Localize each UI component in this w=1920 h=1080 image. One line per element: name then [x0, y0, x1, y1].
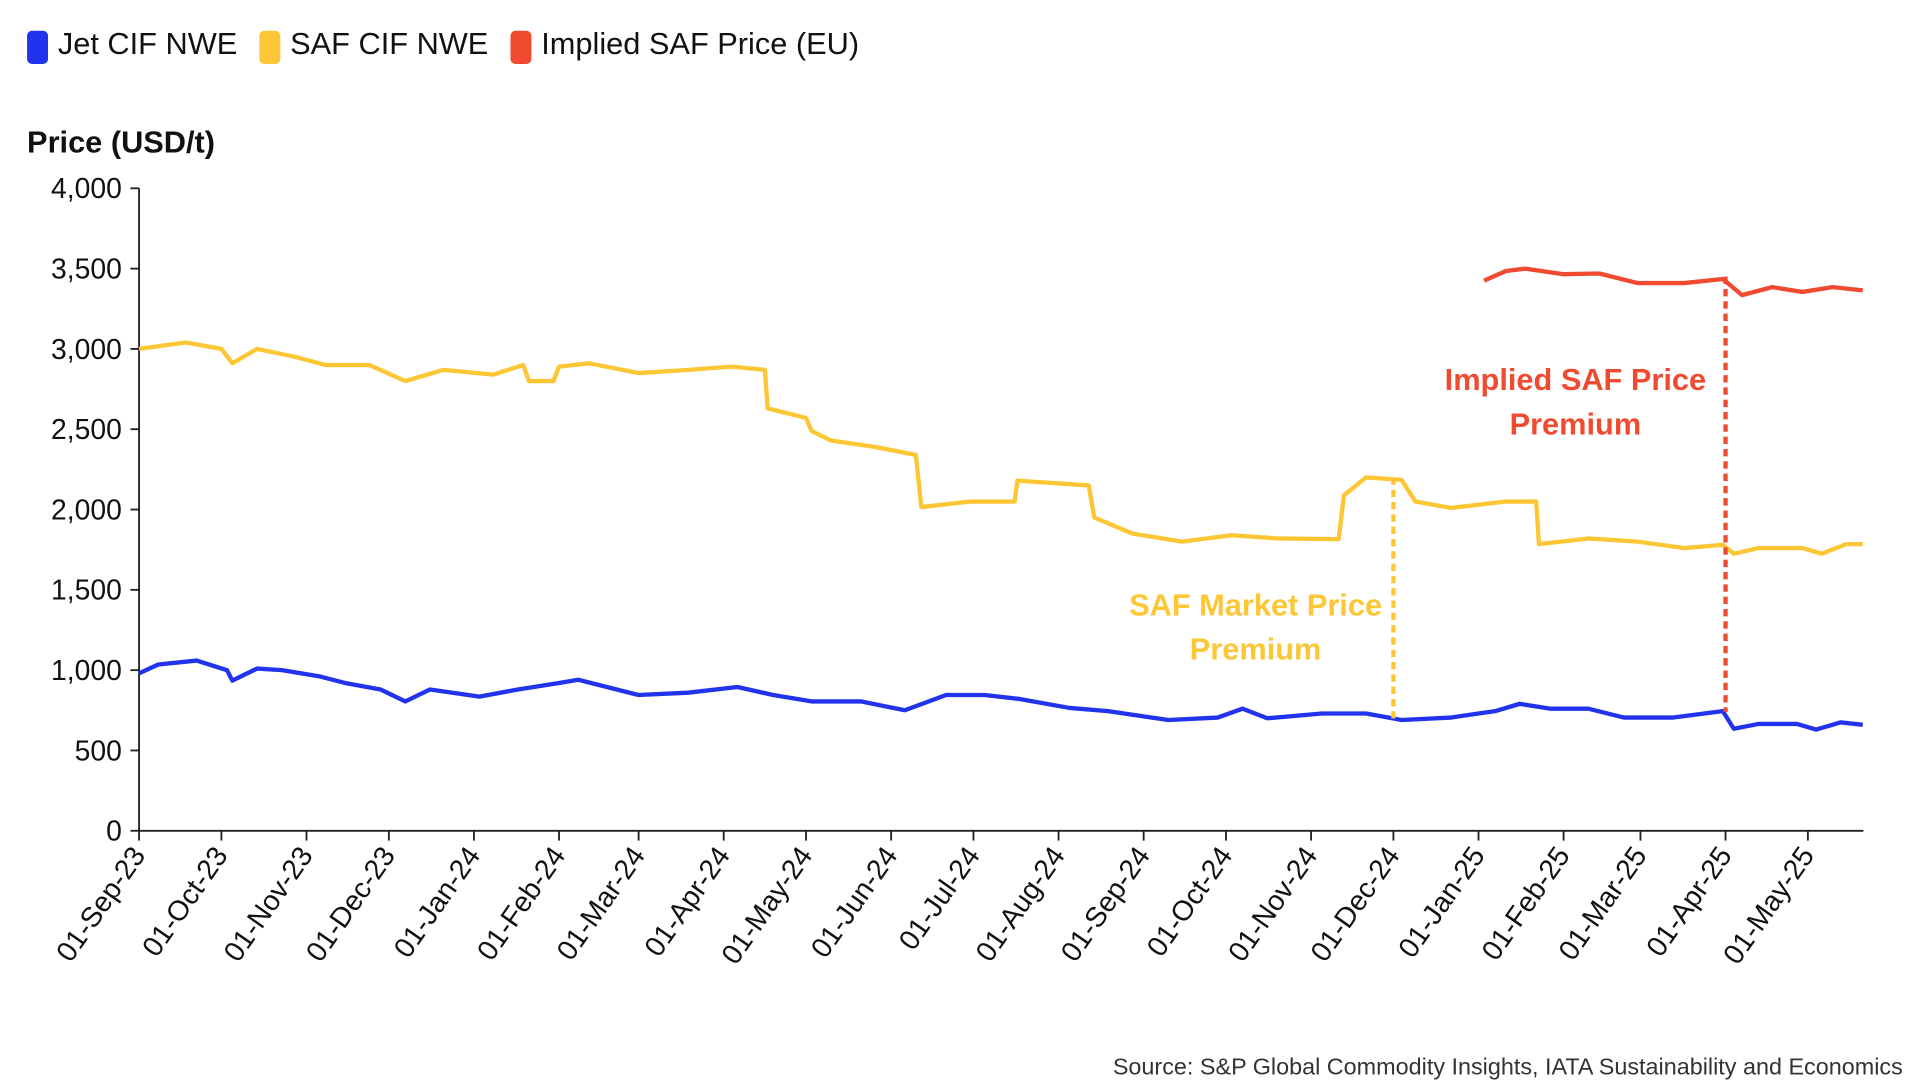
source-note: Source: S&P Global Commodity Insights, I… [1113, 1053, 1903, 1079]
premium-annotation-label: Implied SAF Price [1445, 362, 1706, 397]
series-lines [138, 266, 1864, 732]
x-tick-label: 01-Sep-23 [49, 840, 151, 967]
y-tick-label: 3,500 [51, 252, 122, 284]
legend: Jet CIF NWE SAF CIF NWE Implied SAF Price … [27, 26, 859, 64]
y-axis-title: Price (USD/t) [27, 125, 215, 160]
legend-label: Jet CIF NWE [58, 26, 237, 61]
legend-label: SAF CIF NWE [290, 26, 488, 61]
y-tick-label: 2,500 [51, 413, 122, 445]
legend-swatch [27, 30, 48, 64]
axes: 0 500 1,000 1,500 2,000 2,500 3,000 3,500 4,000 0… [49, 172, 1864, 970]
series-line-implied-saf-price-eu- [1483, 266, 1863, 298]
y-tick-label: 1,500 [51, 574, 122, 606]
legend-label: Implied SAF Price (EU) [541, 26, 859, 61]
annotations: SAF Market Price Premium Implied SAF Price… [1129, 276, 1728, 719]
premium-annotation-label: Premium [1190, 632, 1322, 667]
y-tick-label: 500 [75, 734, 122, 766]
y-tick-label: 0 [106, 815, 122, 847]
x-tick-label: 01-Jul-24 [892, 840, 986, 955]
premium-annotation-label: Premium [1510, 406, 1642, 441]
legend-swatch [259, 30, 281, 64]
series-line-saf-cif-nwe [138, 340, 1863, 556]
series-line-jet-cif-nwe [138, 658, 1864, 732]
legend-swatch [510, 30, 532, 64]
x-tick-label: 01-Jun-24 [804, 840, 903, 963]
y-tick-label: 2,000 [51, 493, 122, 525]
y-tick-label: 4,000 [51, 172, 122, 204]
y-tick-label: 3,000 [51, 333, 122, 365]
y-tick-label: 1,000 [51, 654, 122, 686]
premium-annotation-label: SAF Market Price [1129, 587, 1382, 622]
